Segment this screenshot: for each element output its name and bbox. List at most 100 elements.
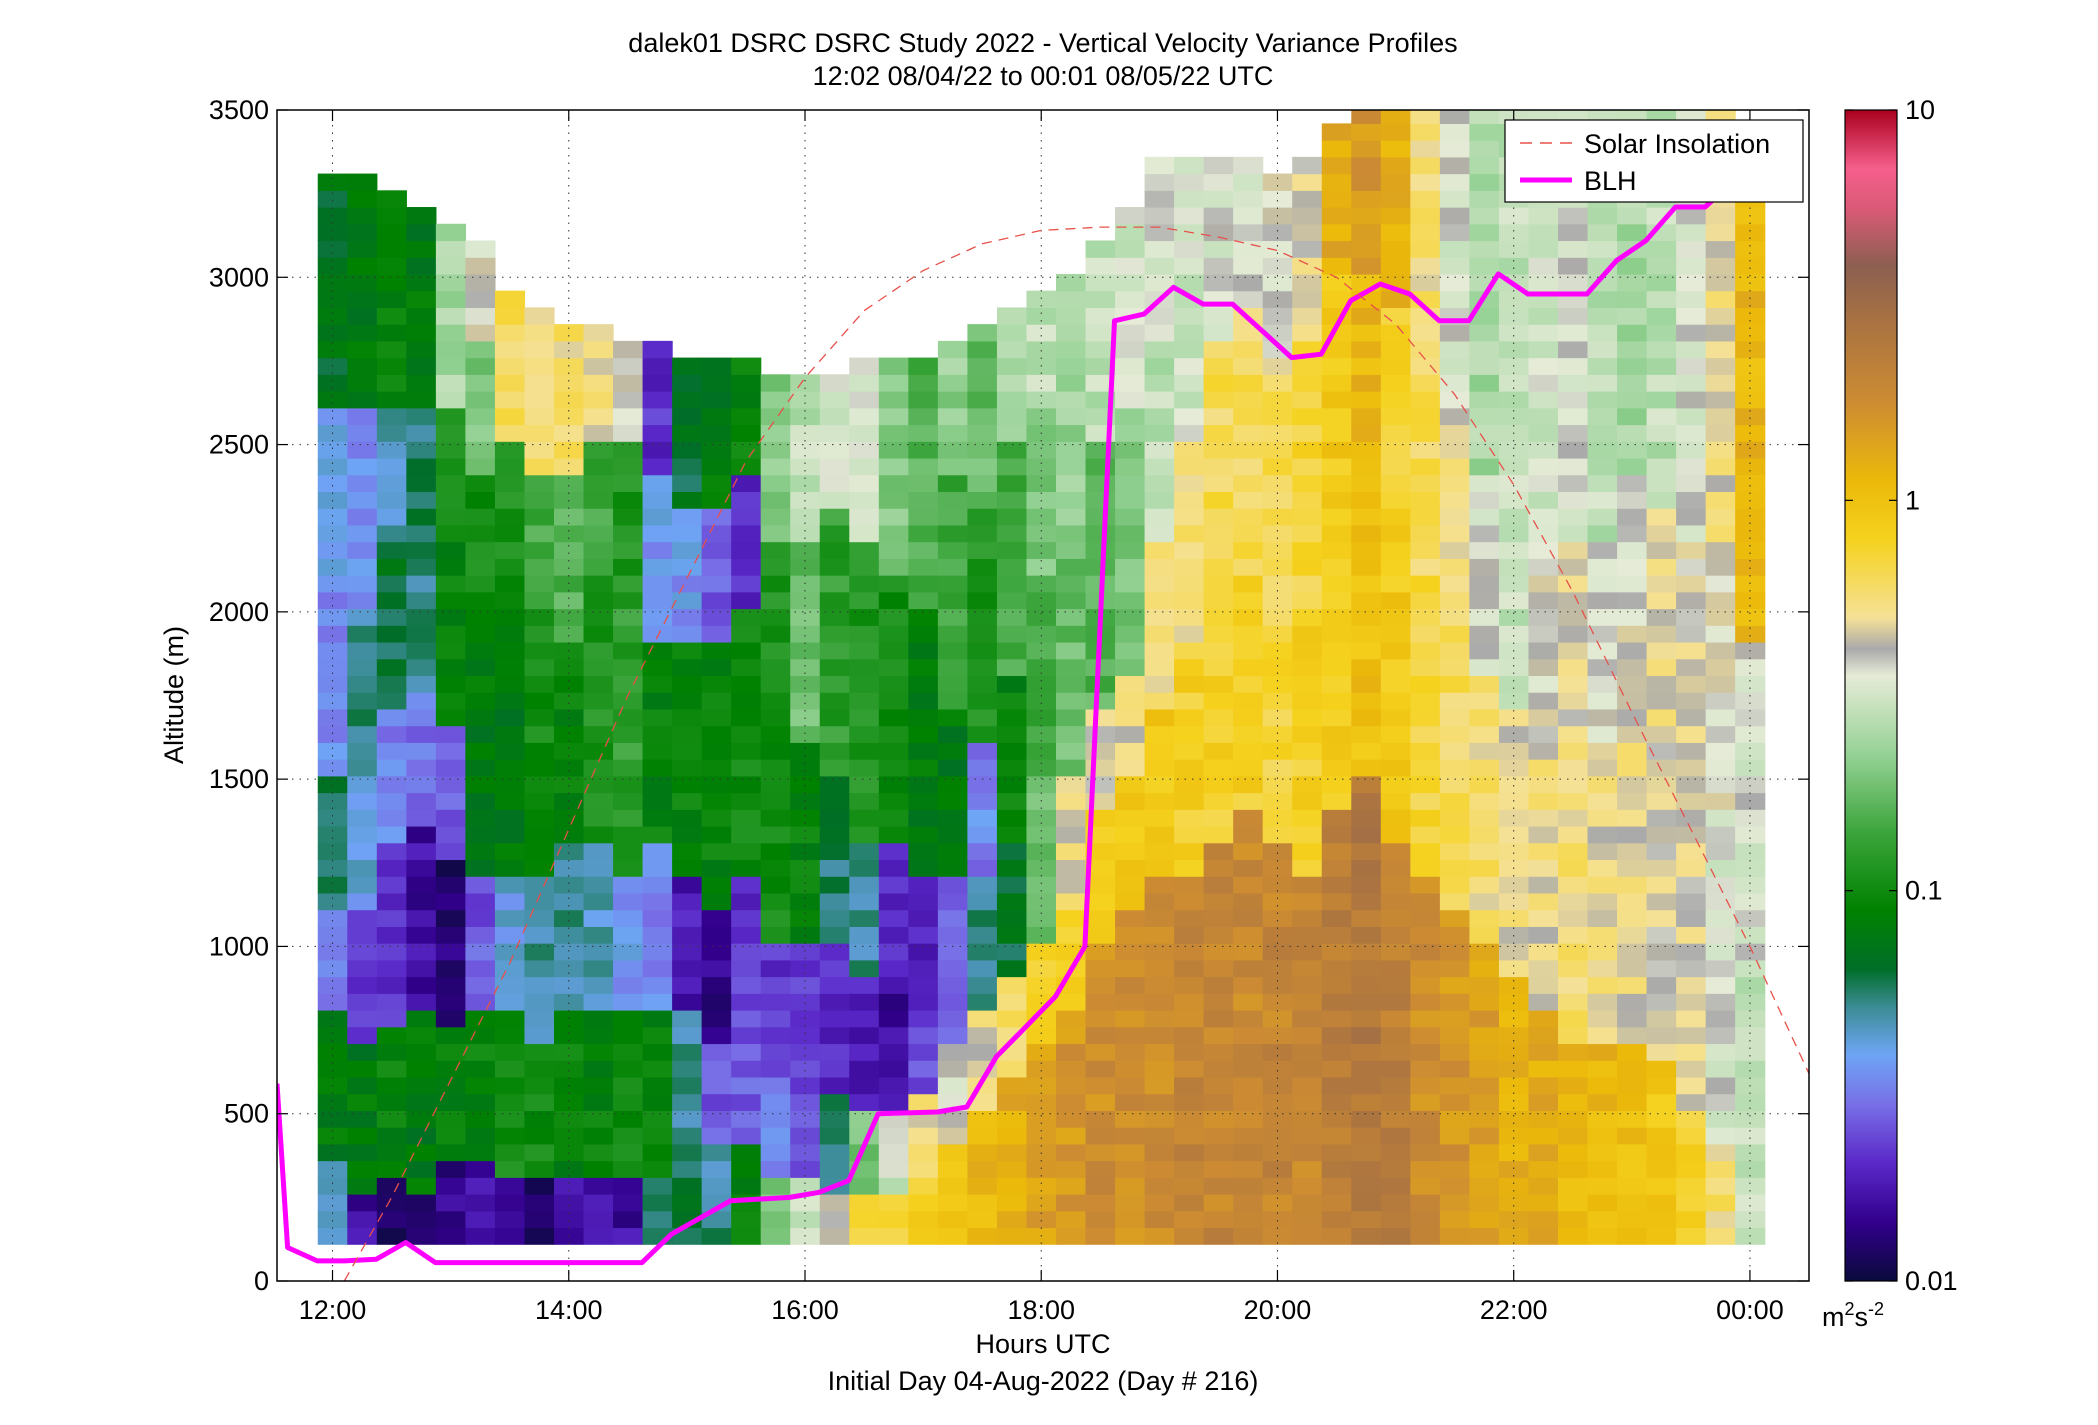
- heatmap-cell: [731, 792, 762, 810]
- heatmap-cell: [583, 1194, 614, 1212]
- heatmap-cell: [347, 943, 378, 961]
- heatmap-cell: [937, 1076, 968, 1095]
- heatmap-cell: [701, 1093, 732, 1111]
- heatmap-cell: [465, 257, 496, 275]
- heatmap-cell: [553, 1060, 585, 1078]
- heatmap-cell: [1233, 558, 1264, 576]
- heatmap-cell: [1705, 909, 1736, 927]
- heatmap-cell: [376, 1210, 407, 1229]
- heatmap-cell: [996, 591, 1028, 610]
- heatmap-cell: [642, 976, 673, 994]
- heatmap-cell: [1174, 926, 1205, 944]
- heatmap-cell: [672, 675, 703, 693]
- heatmap-cell: [937, 457, 968, 476]
- heatmap-cell: [1469, 123, 1500, 141]
- heatmap-cell: [524, 508, 555, 526]
- heatmap-cell: [1351, 591, 1382, 610]
- heatmap-cell: [376, 357, 407, 375]
- heatmap-cell: [1233, 273, 1264, 292]
- heatmap-cell: [1292, 926, 1323, 944]
- heatmap-cell: [1676, 1127, 1707, 1145]
- heatmap-cell: [642, 993, 673, 1011]
- heatmap-cell: [1587, 457, 1618, 476]
- heatmap-cell: [524, 708, 555, 727]
- heatmap-cell: [1321, 625, 1352, 643]
- heatmap-cell: [1174, 1026, 1205, 1045]
- heatmap-cell: [1558, 725, 1589, 743]
- heatmap-cell: [642, 1093, 673, 1111]
- heatmap-cell: [1292, 1227, 1323, 1245]
- heatmap-cell: [1676, 692, 1707, 710]
- heatmap-cell: [613, 641, 644, 660]
- heatmap-cell: [996, 742, 1028, 760]
- heatmap-cell: [376, 223, 407, 242]
- heatmap-cell: [1262, 825, 1293, 844]
- heatmap-cell: [1469, 1043, 1500, 1061]
- heatmap-cell: [465, 1127, 496, 1145]
- heatmap-cell: [1144, 1093, 1175, 1111]
- heatmap-cell: [1705, 524, 1736, 543]
- heatmap-cell: [1498, 825, 1530, 844]
- heatmap-cell: [1380, 1010, 1411, 1028]
- heatmap-cell: [465, 374, 496, 392]
- heatmap-cell: [760, 943, 791, 961]
- heatmap-cell: [524, 1210, 555, 1229]
- heatmap-cell: [908, 374, 939, 392]
- heatmap-cell: [1380, 1177, 1411, 1195]
- heatmap-cell: [996, 909, 1028, 927]
- heatmap-cell: [1587, 1010, 1618, 1028]
- heatmap-cell: [1321, 608, 1352, 626]
- heatmap-cell: [819, 993, 850, 1011]
- heatmap-cell: [1735, 1110, 1766, 1128]
- heatmap-cell: [790, 508, 821, 526]
- heatmap-cell: [1617, 474, 1648, 493]
- heatmap-cell: [1321, 876, 1352, 894]
- heatmap-cell: [1617, 1110, 1648, 1128]
- heatmap-cell: [1321, 374, 1352, 392]
- heatmap-cell: [1498, 675, 1530, 693]
- heatmap-cell: [819, 943, 850, 961]
- heatmap-cell: [1233, 173, 1264, 191]
- heatmap-cell: [672, 759, 703, 777]
- heatmap-cell: [937, 374, 968, 392]
- heatmap-cell: [1528, 759, 1559, 777]
- heatmap-cell: [790, 457, 821, 476]
- heatmap-cell: [1410, 675, 1441, 693]
- heatmap-cell: [1144, 825, 1175, 844]
- heatmap-cell: [1292, 541, 1323, 559]
- heatmap-cell: [1351, 240, 1382, 258]
- heatmap-cell: [406, 692, 437, 710]
- heatmap-cell: [1055, 742, 1087, 760]
- heatmap-cell: [1321, 759, 1352, 777]
- heatmap-cell: [1351, 1177, 1382, 1195]
- heatmap-cell: [613, 742, 644, 760]
- heatmap-cell: [672, 976, 703, 994]
- heatmap-cell: [731, 993, 762, 1011]
- heatmap-cell: [1469, 658, 1500, 677]
- heatmap-cell: [672, 474, 703, 493]
- heatmap-cell: [376, 1160, 407, 1178]
- heatmap-cell: [494, 575, 526, 593]
- heatmap-cell: [1233, 742, 1264, 760]
- heatmap-cell: [1617, 658, 1648, 677]
- heatmap-cell: [613, 1043, 644, 1061]
- heatmap-cell: [731, 775, 762, 794]
- heatmap-cell: [465, 474, 496, 493]
- heatmap-cell: [1528, 1227, 1559, 1245]
- heatmap-cell: [1439, 1110, 1471, 1128]
- heatmap-cell: [701, 374, 732, 392]
- heatmap-cell: [1646, 1076, 1677, 1095]
- heatmap-cell: [524, 1076, 555, 1095]
- heatmap-cell: [642, 1143, 673, 1162]
- heatmap-cell: [553, 675, 585, 693]
- heatmap-cell: [435, 575, 466, 593]
- heatmap-cell: [1085, 1010, 1116, 1028]
- heatmap-cell: [1321, 457, 1352, 476]
- heatmap-cell: [1705, 240, 1736, 258]
- heatmap-cell: [672, 692, 703, 710]
- heatmap-cell: [1528, 575, 1559, 593]
- heatmap-cell: [937, 775, 968, 794]
- heatmap-cell: [1055, 608, 1087, 626]
- heatmap-cell: [376, 859, 407, 877]
- heatmap-cell: [1646, 1127, 1677, 1145]
